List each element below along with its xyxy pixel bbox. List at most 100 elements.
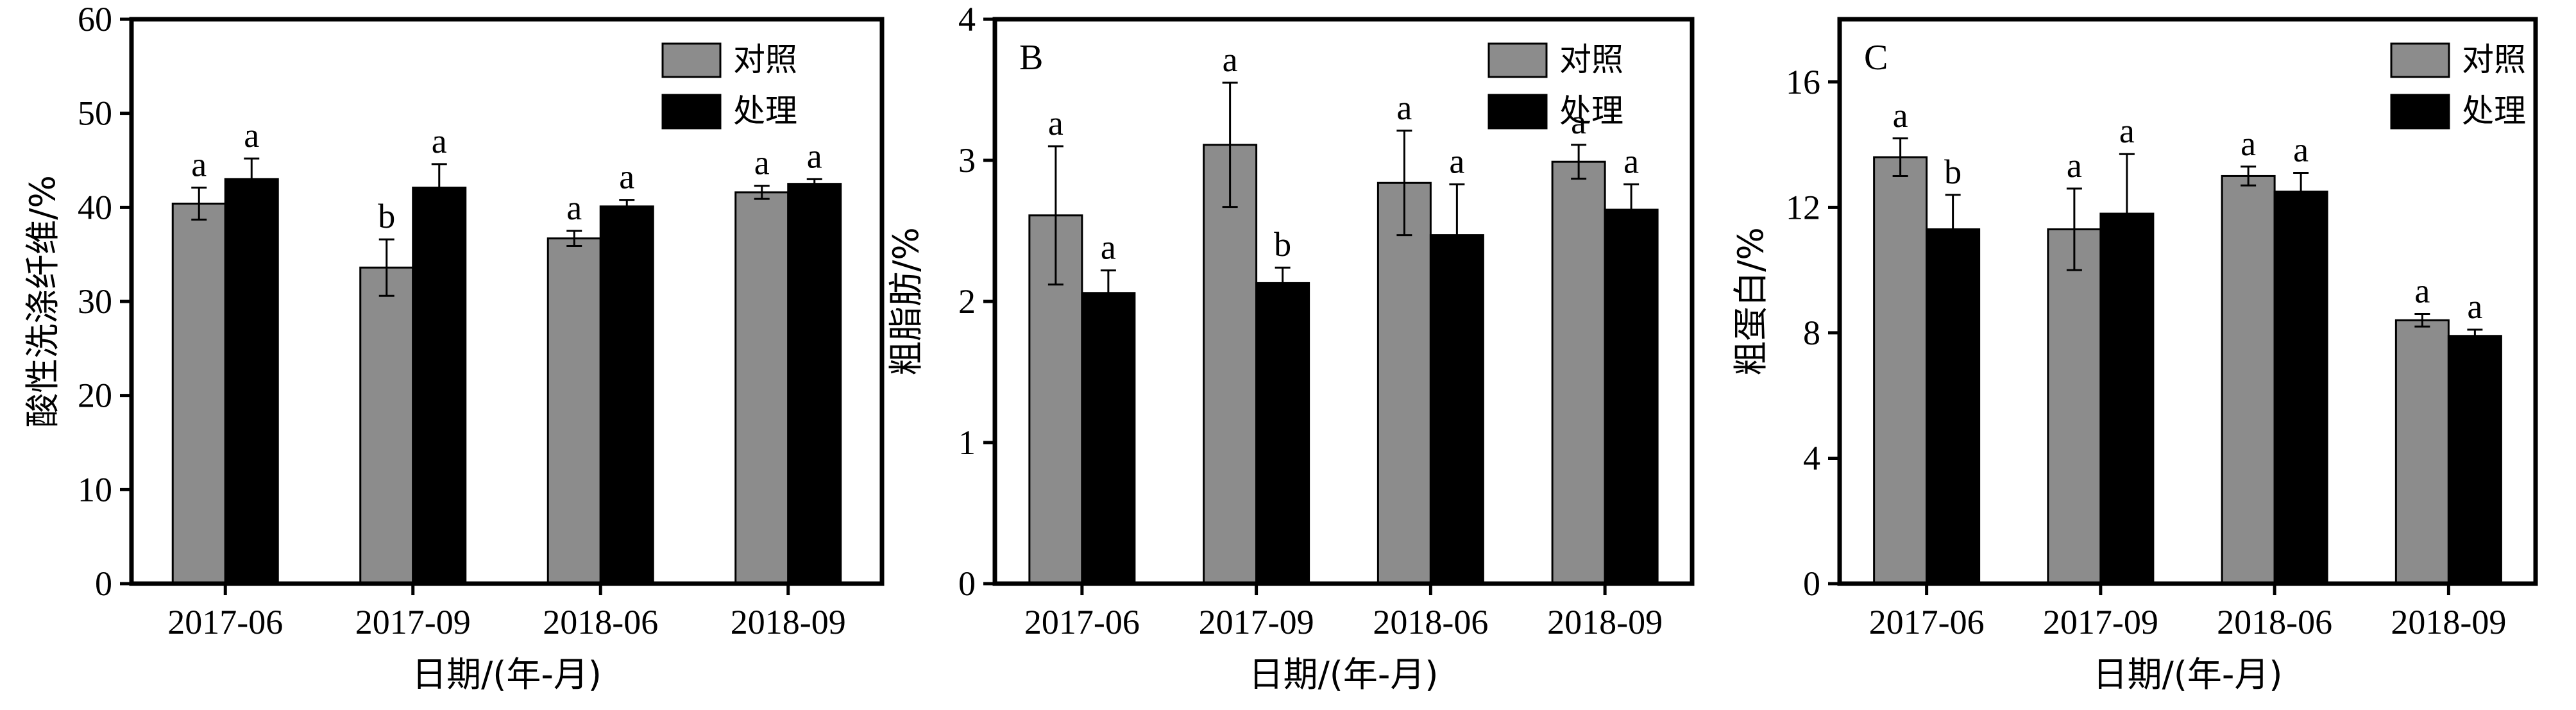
x-axis-title: 日期/(年-月): [2093, 654, 2283, 695]
y-axis-title: 粗脂肪/%: [886, 227, 926, 376]
bar-treatment-2018-06: [2273, 190, 2328, 585]
significance-label: a: [754, 144, 770, 182]
y-tick-label: 1: [958, 423, 976, 462]
significance-label: a: [566, 189, 582, 227]
y-tick-label: 20: [78, 376, 112, 415]
significance-label: a: [1396, 89, 1412, 127]
x-axis-title: 日期/(年-月): [412, 654, 602, 695]
x-tick-label: 2017-06: [1869, 603, 1985, 641]
x-tick-label: 2017-06: [1024, 603, 1140, 641]
bar-control-2017-09: [2047, 228, 2102, 585]
significance-label: b: [1944, 153, 1962, 191]
legend-label: 处理: [1559, 92, 1623, 130]
y-tick-label: 12: [1786, 188, 1820, 226]
bar-treatment-2018-09: [1604, 208, 1659, 585]
bar-treatment-2017-06: [224, 178, 279, 585]
significance-label: a: [2293, 131, 2309, 169]
bar-control-2018-09: [1551, 160, 1606, 585]
significance-label: a: [2241, 124, 2256, 163]
bar-treatment-2018-06: [599, 205, 654, 585]
bar-treatment-2017-06: [1926, 228, 1981, 585]
x-tick-label: 2018-09: [1547, 603, 1663, 641]
significance-label: a: [1101, 228, 1116, 267]
significance-label: a: [2414, 272, 2430, 310]
y-tick-label: 0: [95, 564, 112, 603]
significance-label: a: [1223, 40, 1238, 79]
significance-label: a: [1048, 104, 1063, 142]
legend-swatch-control: [661, 42, 722, 78]
bar-treatment-2018-06: [1429, 234, 1484, 585]
significance-label: a: [244, 116, 259, 155]
y-tick-label: 16: [1786, 63, 1820, 101]
x-tick-label: 2018-09: [2391, 603, 2506, 641]
significance-label: a: [807, 137, 822, 175]
legend-label: 对照: [733, 41, 797, 78]
bar-treatment-2017-09: [2099, 212, 2155, 585]
legend-label: 处理: [733, 92, 797, 130]
bar-control-2018-06: [2221, 174, 2276, 585]
legend-swatch-treatment: [1487, 94, 1548, 130]
x-tick-label: 2018-06: [543, 603, 658, 641]
y-tick-label: 0: [1803, 564, 1820, 603]
bar-control-2017-06: [171, 202, 226, 585]
y-tick-label: 40: [78, 188, 112, 226]
x-tick-label: 2017-09: [1199, 603, 1314, 641]
y-tick-label: 50: [78, 94, 112, 133]
x-tick-label: 2018-09: [731, 603, 846, 641]
significance-label: a: [2119, 112, 2135, 150]
y-tick-label: 2: [958, 282, 976, 321]
panel-label: C: [1864, 38, 1888, 78]
bar-control-2017-06: [1873, 156, 1928, 585]
y-tick-label: 8: [1803, 314, 1820, 352]
y-tick-label: 0: [958, 564, 976, 603]
y-tick-label: 4: [1803, 439, 1820, 477]
bar-treatment-2018-09: [2447, 335, 2502, 585]
bar-control-2017-09: [359, 266, 414, 585]
y-tick-label: 10: [78, 470, 112, 509]
y-tick-label: 30: [78, 282, 112, 321]
significance-label: a: [1623, 142, 1639, 180]
y-axis-title: 酸性洗涤纤维/%: [22, 175, 63, 428]
plot-frame: [1837, 17, 2538, 586]
x-tick-label: 2017-06: [167, 603, 283, 641]
significance-label: a: [619, 158, 634, 196]
x-axis-title: 日期/(年-月): [1249, 654, 1439, 695]
significance-label: a: [1893, 96, 1908, 135]
significance-label: a: [1571, 103, 1586, 141]
bar-treatment-2017-09: [412, 187, 467, 585]
legend-swatch-control: [2390, 42, 2450, 78]
legend-swatch-control: [1487, 42, 1548, 78]
x-tick-label: 2017-09: [2043, 603, 2158, 641]
bar-control-2017-09: [1203, 144, 1258, 585]
panel-label: B: [1019, 38, 1043, 78]
bar-control-2018-09: [734, 191, 790, 585]
bar-treatment-2017-06: [1081, 292, 1136, 585]
y-tick-label: 60: [78, 0, 112, 38]
y-tick-label: 3: [958, 141, 976, 180]
legend-swatch-treatment: [2390, 94, 2450, 130]
significance-label: b: [378, 197, 395, 235]
x-tick-label: 2018-06: [2217, 603, 2332, 641]
significance-label: b: [1274, 225, 1291, 264]
x-tick-label: 2017-09: [355, 603, 471, 641]
bar-control-2018-09: [2394, 319, 2450, 585]
bar-treatment-2018-09: [787, 183, 842, 585]
legend-label: 对照: [2462, 41, 2526, 78]
legend-label: 处理: [2462, 92, 2526, 130]
legend-label: 对照: [1559, 41, 1623, 78]
significance-label: a: [2467, 287, 2482, 326]
significance-label: a: [1449, 142, 1464, 180]
significance-label: a: [2067, 146, 2082, 185]
significance-label: a: [432, 122, 447, 160]
y-axis-title: 粗蛋白/%: [1731, 227, 1771, 376]
y-tick-label: 4: [958, 0, 976, 38]
bar-control-2018-06: [1377, 182, 1432, 585]
legend-swatch-treatment: [661, 94, 722, 130]
bar-treatment-2017-09: [1255, 282, 1310, 585]
bar-control-2018-06: [547, 237, 602, 585]
x-tick-label: 2018-06: [1373, 603, 1488, 641]
